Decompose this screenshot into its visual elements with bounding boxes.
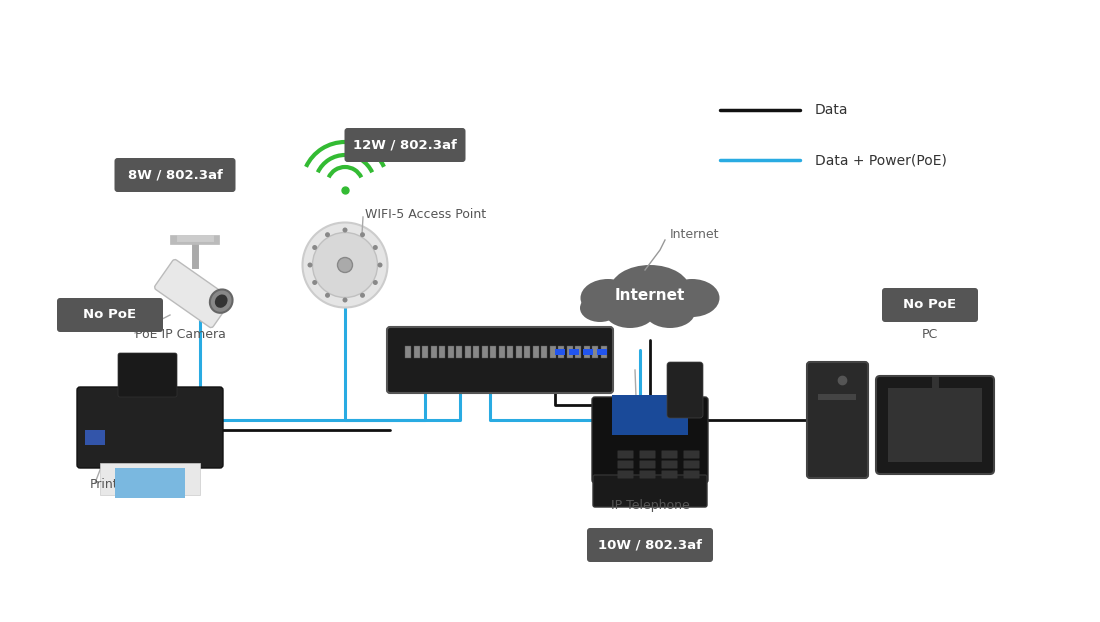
FancyBboxPatch shape	[344, 128, 465, 162]
FancyBboxPatch shape	[394, 332, 495, 388]
Ellipse shape	[324, 293, 330, 298]
FancyBboxPatch shape	[683, 450, 700, 458]
Ellipse shape	[308, 262, 312, 267]
FancyBboxPatch shape	[387, 327, 613, 393]
FancyBboxPatch shape	[876, 376, 994, 474]
FancyBboxPatch shape	[532, 346, 539, 358]
FancyBboxPatch shape	[490, 346, 496, 358]
Ellipse shape	[373, 245, 377, 250]
FancyBboxPatch shape	[118, 353, 177, 397]
FancyBboxPatch shape	[439, 346, 446, 358]
FancyBboxPatch shape	[430, 346, 437, 358]
Ellipse shape	[360, 232, 365, 237]
Ellipse shape	[645, 296, 695, 328]
FancyBboxPatch shape	[77, 387, 223, 468]
FancyBboxPatch shape	[617, 450, 634, 458]
Ellipse shape	[342, 297, 348, 302]
FancyBboxPatch shape	[639, 450, 656, 458]
Text: Printer: Printer	[90, 478, 132, 491]
FancyBboxPatch shape	[661, 450, 678, 458]
Ellipse shape	[338, 258, 352, 272]
Ellipse shape	[324, 232, 330, 237]
FancyBboxPatch shape	[482, 346, 487, 358]
FancyBboxPatch shape	[667, 362, 703, 418]
FancyBboxPatch shape	[550, 346, 556, 358]
FancyBboxPatch shape	[888, 388, 982, 462]
FancyBboxPatch shape	[100, 463, 200, 495]
Ellipse shape	[605, 296, 654, 328]
FancyBboxPatch shape	[639, 460, 656, 468]
FancyBboxPatch shape	[569, 349, 579, 355]
Ellipse shape	[214, 294, 228, 308]
FancyBboxPatch shape	[456, 346, 462, 358]
Text: 12W / 802.3af: 12W / 802.3af	[353, 139, 456, 152]
FancyBboxPatch shape	[807, 362, 868, 478]
Text: WIFI-5 Access Point: WIFI-5 Access Point	[365, 208, 486, 221]
Ellipse shape	[664, 279, 719, 317]
Ellipse shape	[580, 294, 620, 322]
FancyBboxPatch shape	[116, 468, 185, 498]
FancyBboxPatch shape	[85, 430, 104, 445]
Ellipse shape	[312, 233, 377, 297]
FancyBboxPatch shape	[661, 460, 678, 468]
FancyBboxPatch shape	[541, 346, 547, 358]
Text: IP Telephone: IP Telephone	[610, 498, 690, 511]
Text: Data + Power(PoE): Data + Power(PoE)	[815, 153, 947, 167]
FancyBboxPatch shape	[114, 158, 235, 192]
FancyBboxPatch shape	[683, 460, 700, 468]
FancyBboxPatch shape	[597, 349, 607, 355]
Ellipse shape	[210, 289, 232, 313]
FancyBboxPatch shape	[556, 349, 565, 355]
FancyBboxPatch shape	[617, 460, 634, 468]
Text: Data: Data	[815, 103, 848, 117]
Text: 10W / 802.3af: 10W / 802.3af	[598, 539, 702, 552]
Text: Internet: Internet	[615, 287, 685, 302]
FancyBboxPatch shape	[405, 346, 411, 358]
FancyBboxPatch shape	[592, 397, 708, 483]
Text: PoE IP Camera: PoE IP Camera	[135, 328, 226, 341]
Ellipse shape	[302, 223, 387, 307]
FancyBboxPatch shape	[661, 470, 678, 478]
FancyBboxPatch shape	[587, 528, 713, 562]
FancyBboxPatch shape	[524, 346, 530, 358]
FancyBboxPatch shape	[818, 394, 856, 400]
FancyBboxPatch shape	[612, 395, 688, 435]
Text: PC: PC	[922, 328, 938, 341]
FancyBboxPatch shape	[422, 346, 428, 358]
FancyBboxPatch shape	[516, 346, 521, 358]
Text: 8W / 802.3af: 8W / 802.3af	[128, 169, 222, 182]
FancyBboxPatch shape	[639, 470, 656, 478]
Ellipse shape	[377, 262, 383, 267]
Ellipse shape	[342, 228, 348, 233]
Ellipse shape	[360, 293, 365, 298]
Ellipse shape	[373, 280, 377, 285]
Text: Internet: Internet	[670, 228, 719, 241]
Text: No PoE: No PoE	[84, 309, 136, 322]
Ellipse shape	[581, 279, 636, 317]
FancyBboxPatch shape	[448, 346, 453, 358]
FancyBboxPatch shape	[583, 349, 593, 355]
FancyBboxPatch shape	[558, 346, 564, 358]
FancyBboxPatch shape	[414, 346, 419, 358]
FancyBboxPatch shape	[473, 346, 478, 358]
FancyBboxPatch shape	[601, 346, 606, 358]
FancyBboxPatch shape	[583, 346, 590, 358]
FancyBboxPatch shape	[507, 346, 513, 358]
FancyBboxPatch shape	[464, 346, 471, 358]
FancyBboxPatch shape	[617, 470, 634, 478]
FancyBboxPatch shape	[575, 346, 581, 358]
FancyBboxPatch shape	[592, 346, 598, 358]
FancyBboxPatch shape	[593, 475, 707, 507]
FancyBboxPatch shape	[683, 470, 700, 478]
Ellipse shape	[610, 265, 690, 315]
FancyBboxPatch shape	[57, 298, 163, 332]
FancyBboxPatch shape	[566, 346, 572, 358]
FancyBboxPatch shape	[155, 259, 231, 328]
Ellipse shape	[312, 280, 317, 285]
FancyBboxPatch shape	[498, 346, 505, 358]
Text: No PoE: No PoE	[903, 299, 957, 312]
FancyBboxPatch shape	[882, 288, 978, 322]
Ellipse shape	[312, 245, 317, 250]
